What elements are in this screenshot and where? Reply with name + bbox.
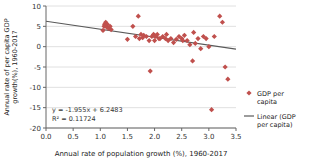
x-tick xyxy=(127,128,128,131)
scatter-point xyxy=(187,42,192,47)
legend-swatch xyxy=(246,90,251,95)
x-tick xyxy=(208,128,209,131)
grid-line xyxy=(46,6,236,7)
y-axis-label-line: growth(%), 1960-2017 xyxy=(11,30,19,103)
legend: GDP percapita Linear (GDPper capita) xyxy=(244,90,296,129)
y-tick xyxy=(43,26,46,27)
scatter-point xyxy=(100,28,105,33)
y-tick xyxy=(43,46,46,47)
x-tick xyxy=(154,128,155,131)
scatter-point xyxy=(217,14,222,19)
y-tick-label: -20 xyxy=(30,125,41,133)
scatter-point xyxy=(206,44,211,49)
scatter-point xyxy=(195,36,200,41)
y-tick xyxy=(43,67,46,68)
legend-swatch xyxy=(244,115,254,116)
scatter-point xyxy=(209,107,214,112)
x-tick xyxy=(236,128,237,131)
y-axis-label: Annual rate of per capita GDPgrowth(%), … xyxy=(3,18,19,115)
legend-entry-line: GDP per xyxy=(257,90,284,98)
x-tick xyxy=(181,128,182,131)
scatter-point xyxy=(147,38,152,43)
grid-line xyxy=(46,87,236,88)
scatter-point xyxy=(144,34,149,39)
scatter-point xyxy=(168,36,173,41)
x-tick-label: 1.5 xyxy=(122,133,133,141)
scatter-point xyxy=(148,68,153,73)
chart: -20 -15 -10 -5 0 5 10 0.0 0.5 1.0 1.5 2.0 2.5 3.0 3.5 A… xyxy=(0,0,315,160)
grid-line xyxy=(46,128,236,129)
y-tick-label: -10 xyxy=(30,84,41,92)
scatter-point xyxy=(190,58,195,63)
x-tick xyxy=(100,128,101,131)
scatter-point xyxy=(182,33,187,38)
scatter-point xyxy=(164,32,169,37)
y-tick xyxy=(43,107,46,108)
y-tick-label: 0 xyxy=(37,43,41,51)
y-tick-label: 5 xyxy=(37,23,41,31)
scatter-point xyxy=(220,20,225,25)
x-tick-label: 0.0 xyxy=(40,133,51,141)
scatter-point xyxy=(152,38,157,43)
scatter-point xyxy=(225,77,230,82)
x-tick xyxy=(46,128,47,131)
scatter-point xyxy=(136,14,141,19)
x-tick-label: 2.5 xyxy=(176,133,187,141)
scatter-point xyxy=(223,64,228,69)
x-tick-label: 2.0 xyxy=(149,133,160,141)
x-tick xyxy=(73,128,74,131)
plot-area xyxy=(46,14,236,113)
legend-entry: Linear (GDPper capita) xyxy=(257,113,296,129)
x-axis-label: Annual rate of population growth (%), 19… xyxy=(55,150,228,158)
x-tick-label: 1.0 xyxy=(95,133,106,141)
y-tick-label: 10 xyxy=(32,3,41,11)
grid xyxy=(46,6,236,128)
x-axis-line xyxy=(46,128,236,129)
y-tick xyxy=(43,87,46,88)
scatter-point xyxy=(125,37,130,42)
axes: -20 -15 -10 -5 0 5 10 0.0 0.5 1.0 1.5 2.0 2.5 3.0 3.5 xyxy=(30,3,242,142)
scatter-point xyxy=(130,24,135,29)
legend-entry-line: Linear (GDP xyxy=(257,113,296,121)
y-tick-label: -5 xyxy=(34,64,41,72)
y-tick-label: -15 xyxy=(30,104,41,112)
annotation: y = -1.955x + 6.2483R² = 0.11724 xyxy=(52,106,123,123)
x-tick-label: 3.0 xyxy=(203,133,214,141)
annotation-line: R² = 0.11724 xyxy=(52,115,96,123)
legend-entry-line: capita xyxy=(257,98,277,106)
scatter-point xyxy=(193,41,198,46)
grid-line xyxy=(46,67,236,68)
x-tick-label: 0.5 xyxy=(68,133,79,141)
legend-entry: GDP percapita xyxy=(257,90,284,106)
scatter-point xyxy=(109,27,114,32)
annotation-line: y = -1.955x + 6.2483 xyxy=(52,106,123,114)
scatter-point xyxy=(212,34,217,39)
trend-line xyxy=(46,21,236,49)
y-tick xyxy=(43,6,46,7)
scatter-point xyxy=(204,36,209,41)
legend-entry-line: per capita) xyxy=(257,121,292,129)
y-axis-label-line: Annual rate of per capita GDP xyxy=(3,18,11,115)
scatter-point xyxy=(185,38,190,43)
scatter-point xyxy=(198,46,203,51)
x-tick-label: 3.5 xyxy=(230,133,241,141)
scatter-point xyxy=(191,30,196,35)
